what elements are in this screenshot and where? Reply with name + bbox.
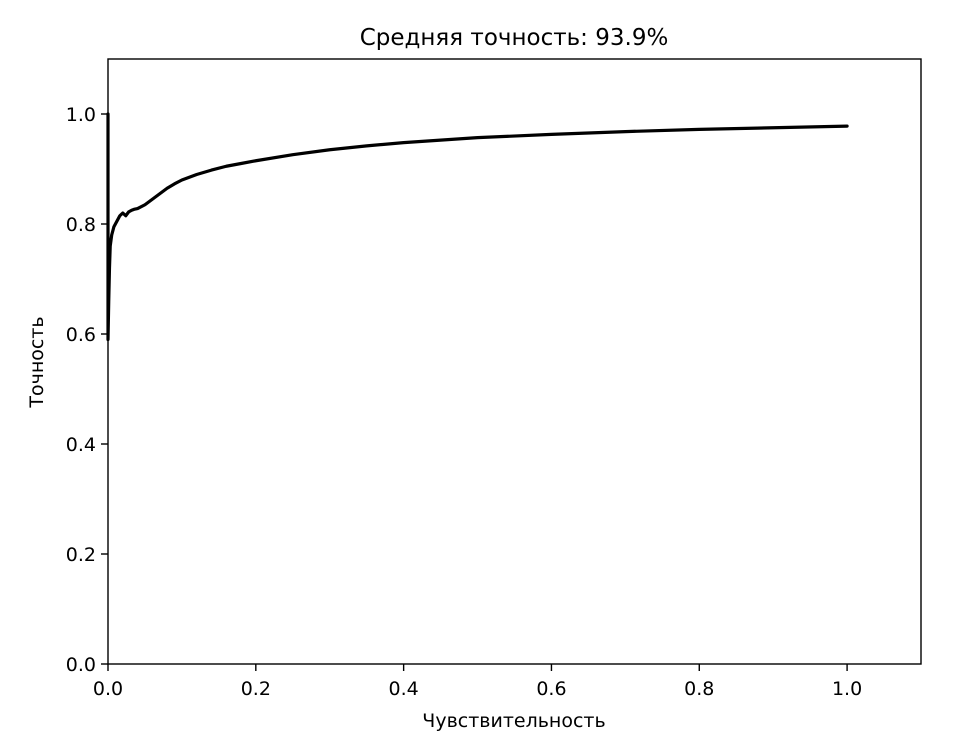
y-axis-label: Точность: [26, 316, 48, 408]
series-line: [106, 112, 849, 342]
y-tick-label: 0.0: [66, 654, 96, 676]
y-tick-label: 1.0: [66, 104, 96, 126]
x-tick-label: 0.2: [241, 678, 271, 700]
y-tick-label: 0.8: [66, 214, 96, 236]
x-tick-label: 0.0: [93, 678, 123, 700]
x-tick-label: 0.8: [684, 678, 714, 700]
x-axis: 0.0 0.2 0.4 0.6 0.8 1.0: [93, 664, 862, 700]
x-axis-label: Чувствительность: [422, 710, 605, 732]
x-tick-label: 1.0: [832, 678, 862, 700]
plot-frame: [107, 58, 922, 665]
chart-title: Средняя точность: 93.9%: [360, 25, 669, 51]
x-tick-label: 0.4: [389, 678, 419, 700]
y-tick-label: 0.6: [66, 324, 96, 346]
x-tick-label: 0.6: [536, 678, 566, 700]
y-tick-label: 0.2: [66, 544, 96, 566]
y-axis: 0.0 0.2 0.4 0.6 0.8 1.0: [66, 104, 108, 676]
y-tick-label: 0.4: [66, 434, 96, 456]
